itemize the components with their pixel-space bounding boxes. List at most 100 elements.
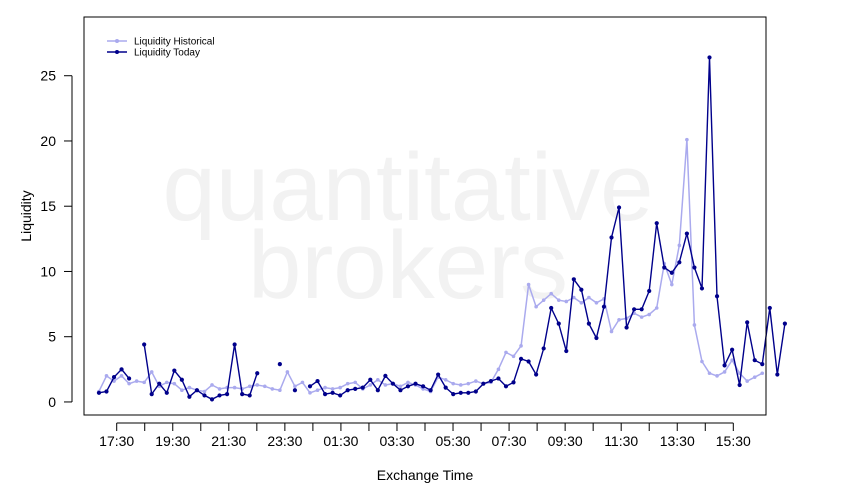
data-point	[587, 295, 591, 300]
legend-swatch-point	[115, 50, 119, 54]
data-point	[247, 393, 252, 398]
data-point	[172, 381, 177, 386]
data-point	[270, 387, 275, 391]
data-point	[308, 391, 312, 395]
data-point	[134, 379, 139, 383]
data-point	[368, 383, 373, 387]
data-point	[745, 379, 749, 383]
data-point	[760, 362, 765, 367]
data-point	[247, 384, 252, 389]
data-point	[285, 370, 290, 374]
data-point	[707, 371, 712, 376]
data-point	[338, 385, 342, 390]
data-point	[443, 385, 448, 390]
data-point	[164, 390, 169, 395]
data-point	[157, 381, 162, 386]
data-point	[677, 243, 682, 248]
data-point	[104, 374, 109, 378]
data-point	[639, 315, 644, 319]
data-point	[262, 384, 267, 389]
data-point	[624, 325, 629, 330]
data-point	[202, 393, 207, 398]
series-layer	[96, 55, 787, 402]
data-point	[458, 383, 463, 387]
data-point	[511, 354, 516, 359]
watermark-line-1: quantitative	[162, 134, 653, 241]
data-point	[398, 384, 403, 389]
series-historical	[97, 137, 765, 395]
data-point	[647, 288, 652, 294]
data-point	[571, 277, 576, 282]
data-point	[556, 321, 561, 326]
data-point	[564, 348, 569, 354]
data-point	[240, 392, 245, 397]
data-point	[458, 390, 463, 395]
data-point	[616, 205, 622, 210]
legend-label: Liquidity Today	[134, 48, 200, 59]
data-point	[353, 380, 358, 385]
data-point	[217, 387, 222, 391]
data-point	[564, 299, 569, 304]
x-tick-label: 19:30	[155, 433, 190, 449]
data-point	[504, 350, 508, 355]
data-point	[594, 335, 599, 341]
data-point	[232, 385, 237, 390]
x-axis-title: Exchange Time	[377, 467, 474, 483]
data-point	[375, 388, 380, 393]
y-tick-label: 5	[48, 329, 56, 345]
data-point	[601, 304, 607, 309]
data-point	[722, 370, 727, 374]
data-point	[383, 383, 388, 387]
series-line	[309, 57, 786, 397]
y-axis: 0 5 10 15 20 25	[40, 68, 73, 410]
data-point	[187, 385, 192, 390]
data-point	[511, 380, 516, 385]
data-point	[376, 377, 380, 382]
data-point	[639, 307, 644, 312]
x-tick-label: 21:30	[211, 433, 246, 449]
x-tick-label: 05:30	[436, 433, 471, 449]
data-point	[496, 376, 501, 381]
data-point	[534, 304, 538, 309]
x-tick-label: 13:30	[660, 433, 695, 449]
data-point	[752, 358, 757, 363]
data-point	[586, 321, 591, 326]
data-point	[670, 282, 674, 287]
data-point	[209, 397, 215, 402]
data-point	[322, 392, 328, 397]
x-tick-label: 11:30	[604, 433, 638, 449]
data-point	[315, 378, 320, 384]
data-point	[436, 372, 441, 377]
data-point	[669, 270, 674, 275]
data-point	[451, 381, 456, 386]
data-point	[217, 393, 222, 398]
data-point	[526, 282, 531, 287]
data-point	[579, 287, 584, 292]
data-point	[767, 305, 772, 311]
data-point	[300, 380, 305, 385]
data-point	[647, 312, 651, 317]
data-point	[119, 367, 124, 372]
data-point	[142, 342, 147, 347]
data-point	[526, 359, 531, 364]
x-tick-label: 23:30	[267, 433, 302, 449]
x-tick-label: 17:30	[99, 433, 134, 449]
data-point	[194, 388, 200, 393]
watermark-line-2: brokers	[248, 212, 568, 319]
x-axis: 17:30 19:30 21:30 23:30 01:30 03:30 05:30 07:30…	[99, 422, 751, 449]
x-tick-label: 01:30	[323, 433, 358, 449]
x-tick-label: 15:30	[716, 433, 751, 449]
data-point	[345, 381, 350, 386]
x-tick-label: 03:30	[379, 433, 414, 449]
data-point	[503, 384, 509, 389]
plot-frame	[83, 16, 767, 416]
data-point	[345, 388, 350, 393]
data-point	[760, 371, 765, 376]
data-point	[549, 291, 554, 296]
data-point	[224, 392, 230, 397]
data-point	[609, 235, 614, 240]
data-point	[202, 389, 207, 394]
data-point	[700, 359, 704, 364]
data-point	[149, 370, 154, 374]
